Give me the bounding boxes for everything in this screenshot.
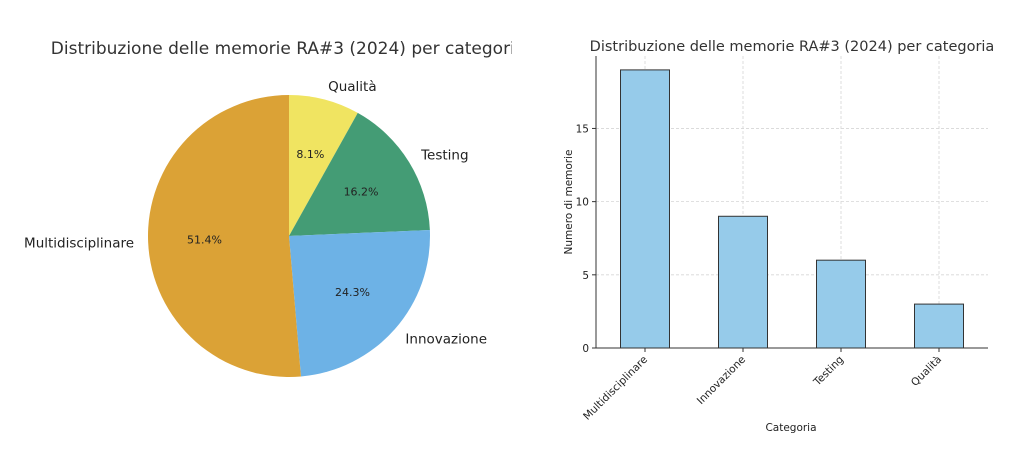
pie-slice-multidisciplinare [147,95,301,377]
x-tick-label-multidisciplinare: Multidisciplinare [581,354,650,423]
pie-pct-multidisciplinare: 51.4% [187,234,222,247]
pie-slice-innovazione [289,230,430,377]
y-tick-label: 10 [576,197,589,209]
pie-pct-qualit-: 8.1% [296,148,324,161]
bar-innovazione [718,215,768,349]
pie-slice-qualit- [289,95,358,236]
x-tick-label-innovazione: Innovazione [695,354,748,407]
pie-pct-testing: 16.2% [344,186,379,199]
pie-label-innovazione: Innovazione [405,331,487,347]
y-tick-label: 5 [582,270,589,282]
pie-slice-testing [289,112,430,236]
bar-title: Distribuzione delle memorie RA#3 (2024) … [590,39,995,55]
x-axis-label: Categoria [765,422,816,434]
pie-title: Distribuzione delle memorie RA#3 (2024) … [51,39,512,59]
pie-label-multidisciplinare: Multidisciplinare [24,236,134,252]
y-axis-label: Numero di memorie [563,150,575,255]
x-tick-label-qualit-: Qualità [909,354,944,389]
pie-label-testing: Testing [420,148,468,164]
x-tick-label-testing: Testing [811,354,846,389]
y-tick-label: 0 [582,343,589,355]
bar-testing [816,259,866,349]
bar-qualit- [914,303,964,349]
pie-chart: Distribuzione delle memorie RA#3 (2024) … [24,39,512,377]
pie-label-qualit-: Qualità [328,79,377,95]
pie-pct-innovazione: 24.3% [335,286,370,299]
bar-multidisciplinare [620,69,670,349]
y-tick-label: 15 [576,123,589,135]
bar-chart: Distribuzione delle memorie RA#3 (2024) … [563,39,995,434]
